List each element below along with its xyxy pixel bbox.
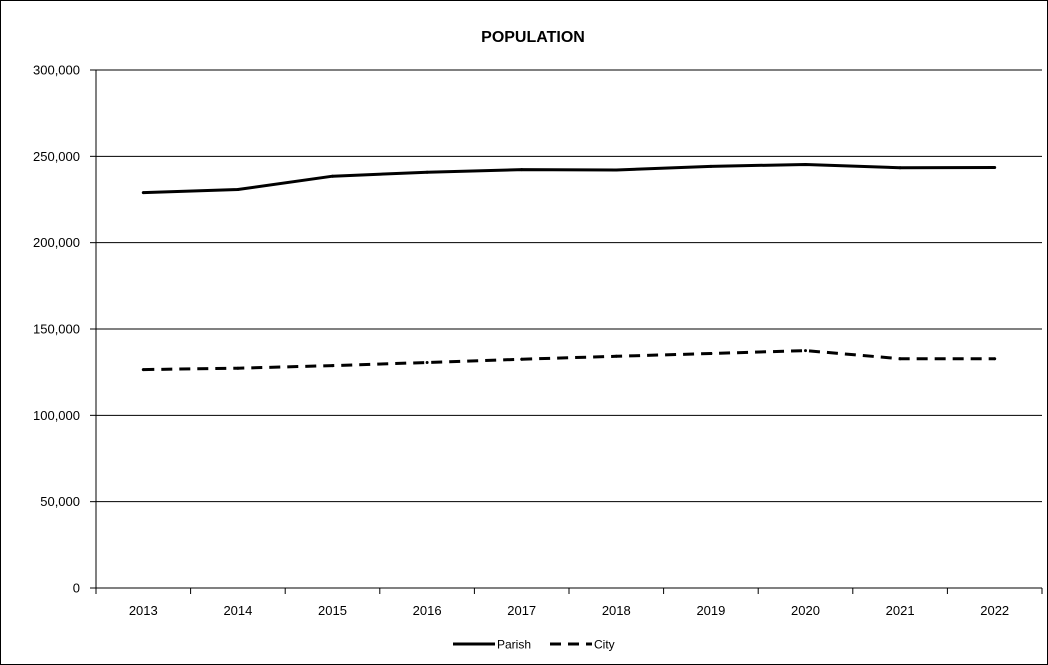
data-point-parish — [331, 174, 334, 178]
data-point-parish — [993, 166, 997, 170]
data-point-parish — [614, 168, 618, 172]
legend-label-parish: Parish — [497, 638, 531, 652]
data-point-parish — [898, 166, 902, 170]
data-point-parish — [709, 164, 713, 168]
data-point-city — [331, 364, 334, 368]
y-tick-label: 250,000 — [33, 149, 80, 164]
y-tick-label: 50,000 — [40, 494, 80, 509]
data-point-parish — [236, 187, 240, 191]
x-tick-label: 2019 — [696, 603, 725, 618]
x-tick-label: 2018 — [602, 603, 631, 618]
axes — [90, 69, 1043, 594]
x-tick-label: 2016 — [413, 603, 442, 618]
y-tick-label: 200,000 — [33, 235, 80, 250]
x-tick-label: 2015 — [318, 603, 347, 618]
data-point-city — [898, 357, 902, 361]
legend: Parish City — [453, 638, 615, 652]
y-tick-label: 0 — [73, 581, 80, 596]
series-lines — [141, 162, 997, 372]
legend-label-city: City — [594, 638, 615, 652]
data-point-city — [141, 368, 145, 372]
x-tick-label: 2021 — [886, 603, 915, 618]
x-tick-label: 2013 — [129, 603, 158, 618]
data-point-parish — [520, 168, 524, 172]
data-point-city — [520, 357, 524, 361]
data-point-parish — [141, 191, 145, 195]
data-point-city — [804, 349, 807, 353]
data-point-parish — [425, 170, 429, 174]
x-tick-label: 2022 — [980, 603, 1009, 618]
y-tick-label: 300,000 — [33, 63, 80, 78]
y-tick-label: 100,000 — [33, 408, 80, 423]
x-tick-label: 2014 — [223, 603, 252, 618]
gridlines — [96, 69, 1042, 503]
y-axis-tick-labels: 0 50,000 100,000 150,000 200,000 250,000 300,0… — [33, 63, 80, 596]
x-tick-label: 2020 — [791, 603, 820, 618]
data-point-city — [425, 360, 429, 364]
series-line-city — [143, 349, 995, 372]
data-point-city — [993, 357, 997, 361]
chart-title: POPULATION — [481, 29, 585, 46]
data-point-parish — [804, 162, 807, 166]
y-tick-label: 150,000 — [33, 322, 80, 337]
data-point-city — [236, 366, 240, 370]
x-axis-tick-labels: 2013 2014 2015 2016 2017 2018 2019 2020 2021 2022 — [129, 603, 1009, 618]
data-point-city — [614, 354, 618, 358]
series-line-parish — [143, 162, 995, 195]
data-point-city — [709, 352, 713, 356]
x-tick-label: 2017 — [507, 603, 536, 618]
